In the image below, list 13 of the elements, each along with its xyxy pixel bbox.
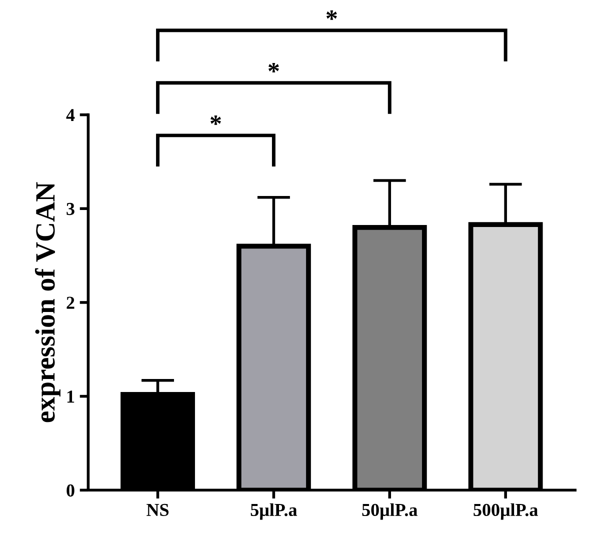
x-tick-label: 500μlP.a	[474, 503, 538, 520]
x-tick-label: NS	[146, 504, 169, 516]
y-axis-title: expression of VCAN	[34, 182, 60, 422]
annotation: *	[210, 115, 221, 125]
y-tick-label: 0	[66, 484, 74, 497]
x-tick-label: 5μlP.a	[250, 503, 298, 520]
y-tick-label: 2	[66, 296, 74, 309]
y-tick-label: 1	[67, 390, 74, 403]
text: *	[268, 62, 279, 72]
text: *	[326, 10, 337, 20]
y-tick-label: 4	[66, 109, 75, 122]
x-tick-label: 50μlP.a	[362, 503, 418, 520]
y-tick-label: 3	[66, 202, 74, 216]
